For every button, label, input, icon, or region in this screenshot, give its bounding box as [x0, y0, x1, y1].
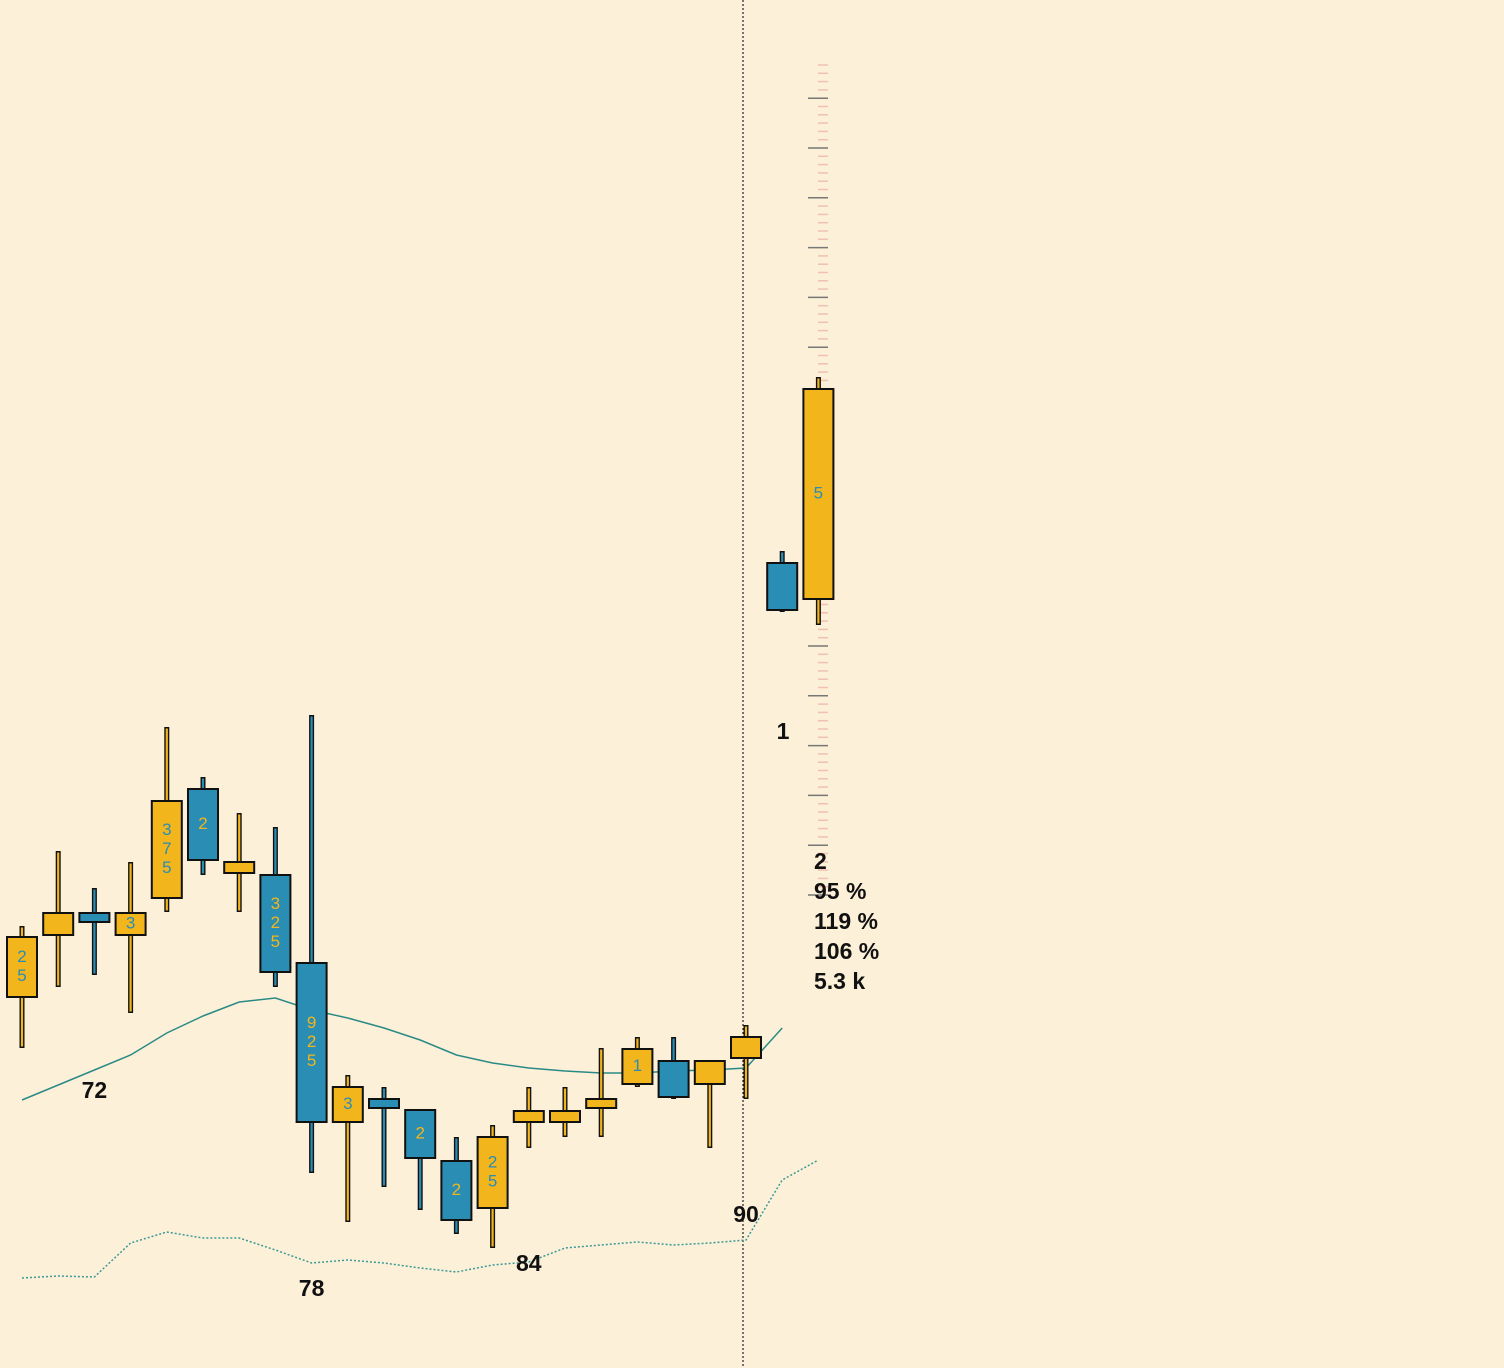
stat-text: 119 %: [814, 908, 878, 934]
candle-label: 9: [307, 1013, 316, 1032]
candle-label: 1: [633, 1056, 642, 1075]
stat-text: 95 %: [814, 878, 866, 904]
annotation: 1: [777, 718, 790, 744]
candle-body: [585, 1098, 618, 1109]
candle-body: [42, 912, 75, 936]
moving-average: [21, 997, 783, 1101]
candle-label: 3: [126, 913, 135, 932]
candle-body: [368, 1098, 400, 1109]
x-tick-label: 90: [733, 1201, 759, 1227]
candle-body: [6, 936, 38, 998]
candle-body: [766, 562, 799, 611]
candle-label: 5: [162, 858, 171, 877]
candle-label: 5: [814, 483, 823, 502]
moving-average: [21, 1159, 819, 1279]
candle-label: 5: [17, 966, 26, 985]
candle-label: 2: [17, 947, 26, 966]
candle-label: 5: [307, 1051, 316, 1070]
stat-text: 106 %: [814, 938, 879, 964]
candle-body: [187, 788, 219, 861]
candle-body: [621, 1048, 654, 1085]
candle-body: [549, 1110, 581, 1123]
candle-body: [476, 1136, 509, 1209]
candle-label: 2: [198, 814, 207, 833]
candle-label: 2: [488, 1152, 497, 1171]
candle-body: [440, 1160, 473, 1221]
candle-body: [150, 800, 183, 899]
candle-body: [802, 388, 835, 600]
candle-label: 5: [271, 932, 280, 951]
x-tick-label: 72: [82, 1077, 108, 1103]
candle-label: 3: [271, 894, 280, 913]
candle-body: [404, 1109, 437, 1159]
candle-label: 3: [343, 1094, 352, 1113]
candle-label: 5: [488, 1171, 497, 1190]
candle-label: 3: [162, 820, 171, 839]
candle-body: [223, 861, 256, 874]
candle-body: [657, 1060, 690, 1098]
candle-body: [295, 962, 328, 1123]
candle-label: 2: [415, 1123, 424, 1142]
candle-body: [512, 1110, 545, 1123]
candle-body: [693, 1060, 726, 1085]
candle-label: 7: [162, 839, 171, 858]
x-tick-label: 84: [516, 1250, 542, 1276]
stat-text: 2: [814, 848, 827, 874]
stat-text: 5.3 k: [814, 968, 865, 994]
candle-body: [78, 912, 111, 923]
candle-label: 2: [452, 1180, 461, 1199]
candle-body: [114, 912, 147, 936]
candle-label: 2: [307, 1032, 316, 1051]
candle-body: [730, 1036, 762, 1059]
candle-body: [259, 874, 292, 973]
x-tick-label: 78: [299, 1275, 325, 1301]
candle-body: [331, 1086, 364, 1123]
candle-label: 2: [271, 913, 280, 932]
